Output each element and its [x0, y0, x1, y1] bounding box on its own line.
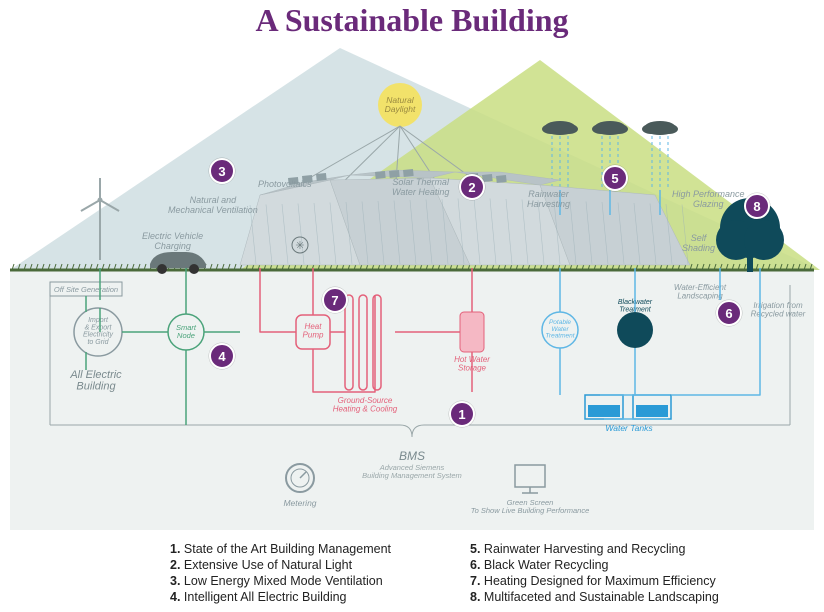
- svg-text:Metering: Metering: [283, 498, 316, 508]
- small-label: Self Shading: [682, 234, 715, 254]
- svg-text:✳: ✳: [295, 240, 304, 252]
- svg-text:BMS: BMS: [399, 449, 425, 463]
- legend-row: 1. State of the Art Building Management: [170, 542, 391, 556]
- badge-6: 6: [716, 300, 742, 326]
- legend-row: 8. Multifaceted and Sustainable Landscap…: [470, 590, 719, 604]
- badge-1: 1: [449, 401, 475, 427]
- small-label: Natural and Mechanical Ventilation: [168, 196, 258, 216]
- badge-2: 2: [459, 174, 485, 200]
- legend-row: 6. Black Water Recycling: [470, 558, 609, 572]
- svg-text:Water-EfficientLandscaping: Water-EfficientLandscaping: [674, 283, 727, 300]
- legend-row: 7. Heating Designed for Maximum Efficien…: [470, 574, 716, 588]
- small-label: Rainwater Harvesting: [527, 190, 570, 210]
- legend-row: 5. Rainwater Harvesting and Recycling: [470, 542, 685, 556]
- badge-5: 5: [602, 165, 628, 191]
- badge-4: 4: [209, 343, 235, 369]
- infographic-stage: A Sustainable Building NaturalDaylightOf…: [0, 0, 824, 612]
- svg-text:All ElectricBuilding: All ElectricBuilding: [69, 369, 122, 393]
- small-label: Photovoltaics: [258, 180, 312, 190]
- small-label: Electric Vehicle Charging: [142, 232, 203, 252]
- svg-text:NaturalDaylight: NaturalDaylight: [385, 95, 416, 114]
- legend-row: 4. Intelligent All Electric Building: [170, 590, 347, 604]
- svg-text:Off Site Generation: Off Site Generation: [54, 285, 118, 294]
- svg-text:HeatPump: HeatPump: [303, 322, 324, 339]
- legend-row: 2. Extensive Use of Natural Light: [170, 558, 352, 572]
- svg-text:Water Tanks: Water Tanks: [605, 423, 653, 433]
- legend-row: 3. Low Energy Mixed Mode Ventilation: [170, 574, 383, 588]
- small-label: Solar Thermal Water Heating: [392, 178, 449, 198]
- badge-8: 8: [744, 193, 770, 219]
- svg-text:SmartNode: SmartNode: [176, 323, 197, 340]
- svg-text:Ground-SourceHeating & Cooling: Ground-SourceHeating & Cooling: [333, 396, 398, 413]
- diagram-canvas: NaturalDaylightOff Site GenerationImport…: [0, 0, 824, 612]
- badge-3: 3: [209, 158, 235, 184]
- small-label: High Performance Glazing: [672, 190, 745, 210]
- badge-7: 7: [322, 287, 348, 313]
- svg-text:Irrigation fromRecycled water: Irrigation fromRecycled water: [751, 301, 806, 318]
